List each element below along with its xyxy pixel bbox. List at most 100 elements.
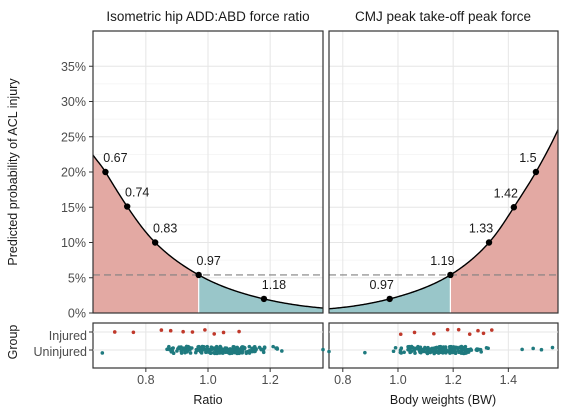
panel-1-uninjured-point [217, 351, 222, 355]
y-tick-label: 5% [68, 271, 86, 285]
panel-1-uninjured-point [175, 349, 179, 353]
panel-1-uninjured-point [199, 350, 204, 354]
panel-2-x-tick-label: 1.4 [500, 373, 517, 387]
panel-2-uninjured-point [531, 346, 535, 351]
panel-2-marker-label-1: 1.19 [430, 254, 454, 268]
panel-1-uninjured-point [100, 351, 105, 355]
panel-1-injured-point [181, 329, 185, 334]
panel-1-uninjured-point [171, 346, 175, 350]
panel-2-marker-2 [485, 239, 493, 246]
panel-2-uninjured-point [393, 345, 398, 350]
panel-1-uninjured-point [261, 350, 266, 355]
panel-2-uninjured-point [441, 351, 445, 355]
panel-1-marker-2 [151, 239, 159, 246]
panel-2-injured-point [412, 330, 417, 335]
panel-1-marker-label-0: 0.67 [103, 151, 127, 165]
panel-2-uninjured-point [474, 348, 479, 352]
panel-1-uninjured-point [321, 347, 325, 352]
panel-2-marker-label-3: 1.42 [494, 186, 518, 200]
panel-2-marker-0 [386, 295, 393, 303]
y-tick-label: 0% [68, 307, 86, 321]
panel-1-uninjured-point [211, 351, 216, 355]
panel-2-uninjured-point [438, 345, 443, 349]
panel-1-uninjured-point [274, 346, 278, 350]
panel-1-uninjured-point [209, 346, 214, 351]
panel-2-marker-1 [447, 271, 454, 279]
panel-1-injured-point [131, 330, 136, 335]
panel-2-uninjured-point [419, 350, 423, 355]
panel-1-title: Isometric hip ADD:ABD force ratio [106, 9, 309, 24]
panel-1-marker-label-2: 0.83 [153, 222, 177, 236]
panel-2-probability-curve [328, 129, 559, 310]
panel-2-uninjured-point [451, 345, 456, 349]
y-tick-label: 30% [61, 95, 86, 109]
panel-2-uninjured-point [363, 350, 367, 355]
panel-1-uninjured-point [240, 351, 245, 355]
panel-2-x-tick-label: 1.0 [389, 373, 406, 387]
panel-1-uninjured-point [205, 344, 210, 349]
panel-2-uninjured-point [407, 348, 412, 352]
y-tick-label: 35% [61, 60, 86, 74]
panel-2-marker-label-2: 1.33 [469, 222, 493, 236]
panel-2-border [328, 30, 559, 314]
panel-2-marker-label-0: 0.97 [370, 278, 394, 292]
panel-2-injured-point [489, 328, 494, 332]
panel-1-probability-curve [92, 154, 324, 309]
panel-1-uninjured-point [259, 347, 264, 352]
panel-1-uninjured-point [252, 349, 257, 354]
panel-2-uninjured-point [550, 345, 555, 350]
panel-2-uninjured-point [398, 350, 403, 355]
panel-1-uninjured-point [179, 351, 184, 355]
panel-1-x-tick-label: 1.0 [199, 373, 216, 387]
panel-1-uninjured-point [254, 347, 258, 351]
panel-1-marker-0 [102, 168, 109, 176]
panel-2-uninjured-point [399, 346, 404, 350]
panel-1-uninjured-point [184, 344, 189, 349]
panel-1-uninjured-point [262, 345, 267, 350]
panel-1-marker-1 [123, 203, 131, 210]
panel-2-marker-label-4: 1.5 [519, 151, 536, 165]
panel-2-uninjured-point [327, 349, 331, 354]
panel-2-uninjured-point [409, 344, 414, 349]
panel-1-uninjured-point [206, 350, 211, 354]
panel-1-uninjured-point [168, 347, 172, 352]
panel-2-area-left [329, 274, 451, 313]
panel-2-injured-point [476, 328, 480, 333]
panel-2-uninjured-point [539, 347, 544, 352]
panel-2-rug-border [328, 322, 559, 369]
panel-1-marker-label-3: 0.97 [197, 254, 221, 268]
panel-2-marker-4 [532, 168, 540, 176]
panel-2-x-tick-label: 1.2 [444, 373, 461, 387]
panel-1-x-tick-label: 1.2 [261, 373, 278, 387]
panel-1-injured-point [203, 328, 207, 332]
panel-2-x-tick-label: 0.8 [334, 373, 351, 387]
panel-1-injured-point [190, 330, 195, 334]
panel-2-uninjured-point [479, 350, 483, 354]
panel-1-uninjured-point [204, 348, 208, 352]
panel-2-x-axis-title: Body weights (BW) [390, 393, 496, 407]
panel-2-uninjured-point [484, 346, 489, 350]
panel-1-injured-point [159, 328, 164, 332]
panel-1-uninjured-point [230, 351, 234, 355]
panel-1-uninjured-point [223, 346, 227, 350]
panel-1-injured-point [237, 329, 241, 334]
rug-label-injured: Injured [49, 329, 87, 343]
panel-1-uninjured-point [182, 346, 186, 350]
panel-1-uninjured-point [234, 350, 239, 355]
panel-2-uninjured-point [391, 349, 396, 354]
y-tick-label: 25% [61, 130, 86, 144]
rug-label-uninjured: Uninjured [33, 345, 87, 359]
panel-1-uninjured-point [247, 344, 252, 349]
panel-1-injured-point [212, 332, 217, 336]
panel-1-uninjured-point [223, 349, 227, 354]
panel-2-title: CMJ peak take-off peak force [355, 9, 531, 24]
panel-1-injured-point [168, 328, 173, 333]
panel-2-uninjured-point [446, 349, 451, 354]
y-axis-title: Predicted probability of ACL injury [6, 78, 20, 266]
panel-2-injured-point [481, 331, 486, 336]
panel-1-marker-label-4: 1.18 [262, 278, 286, 292]
panel-1-uninjured-point [165, 347, 169, 352]
plot-layer: 0.67 0.74 0.83 0.97 1.18 0% 5% 10% 15% 20% 25% 30% 3… [61, 30, 559, 387]
panel-2-uninjured-point [421, 348, 425, 352]
